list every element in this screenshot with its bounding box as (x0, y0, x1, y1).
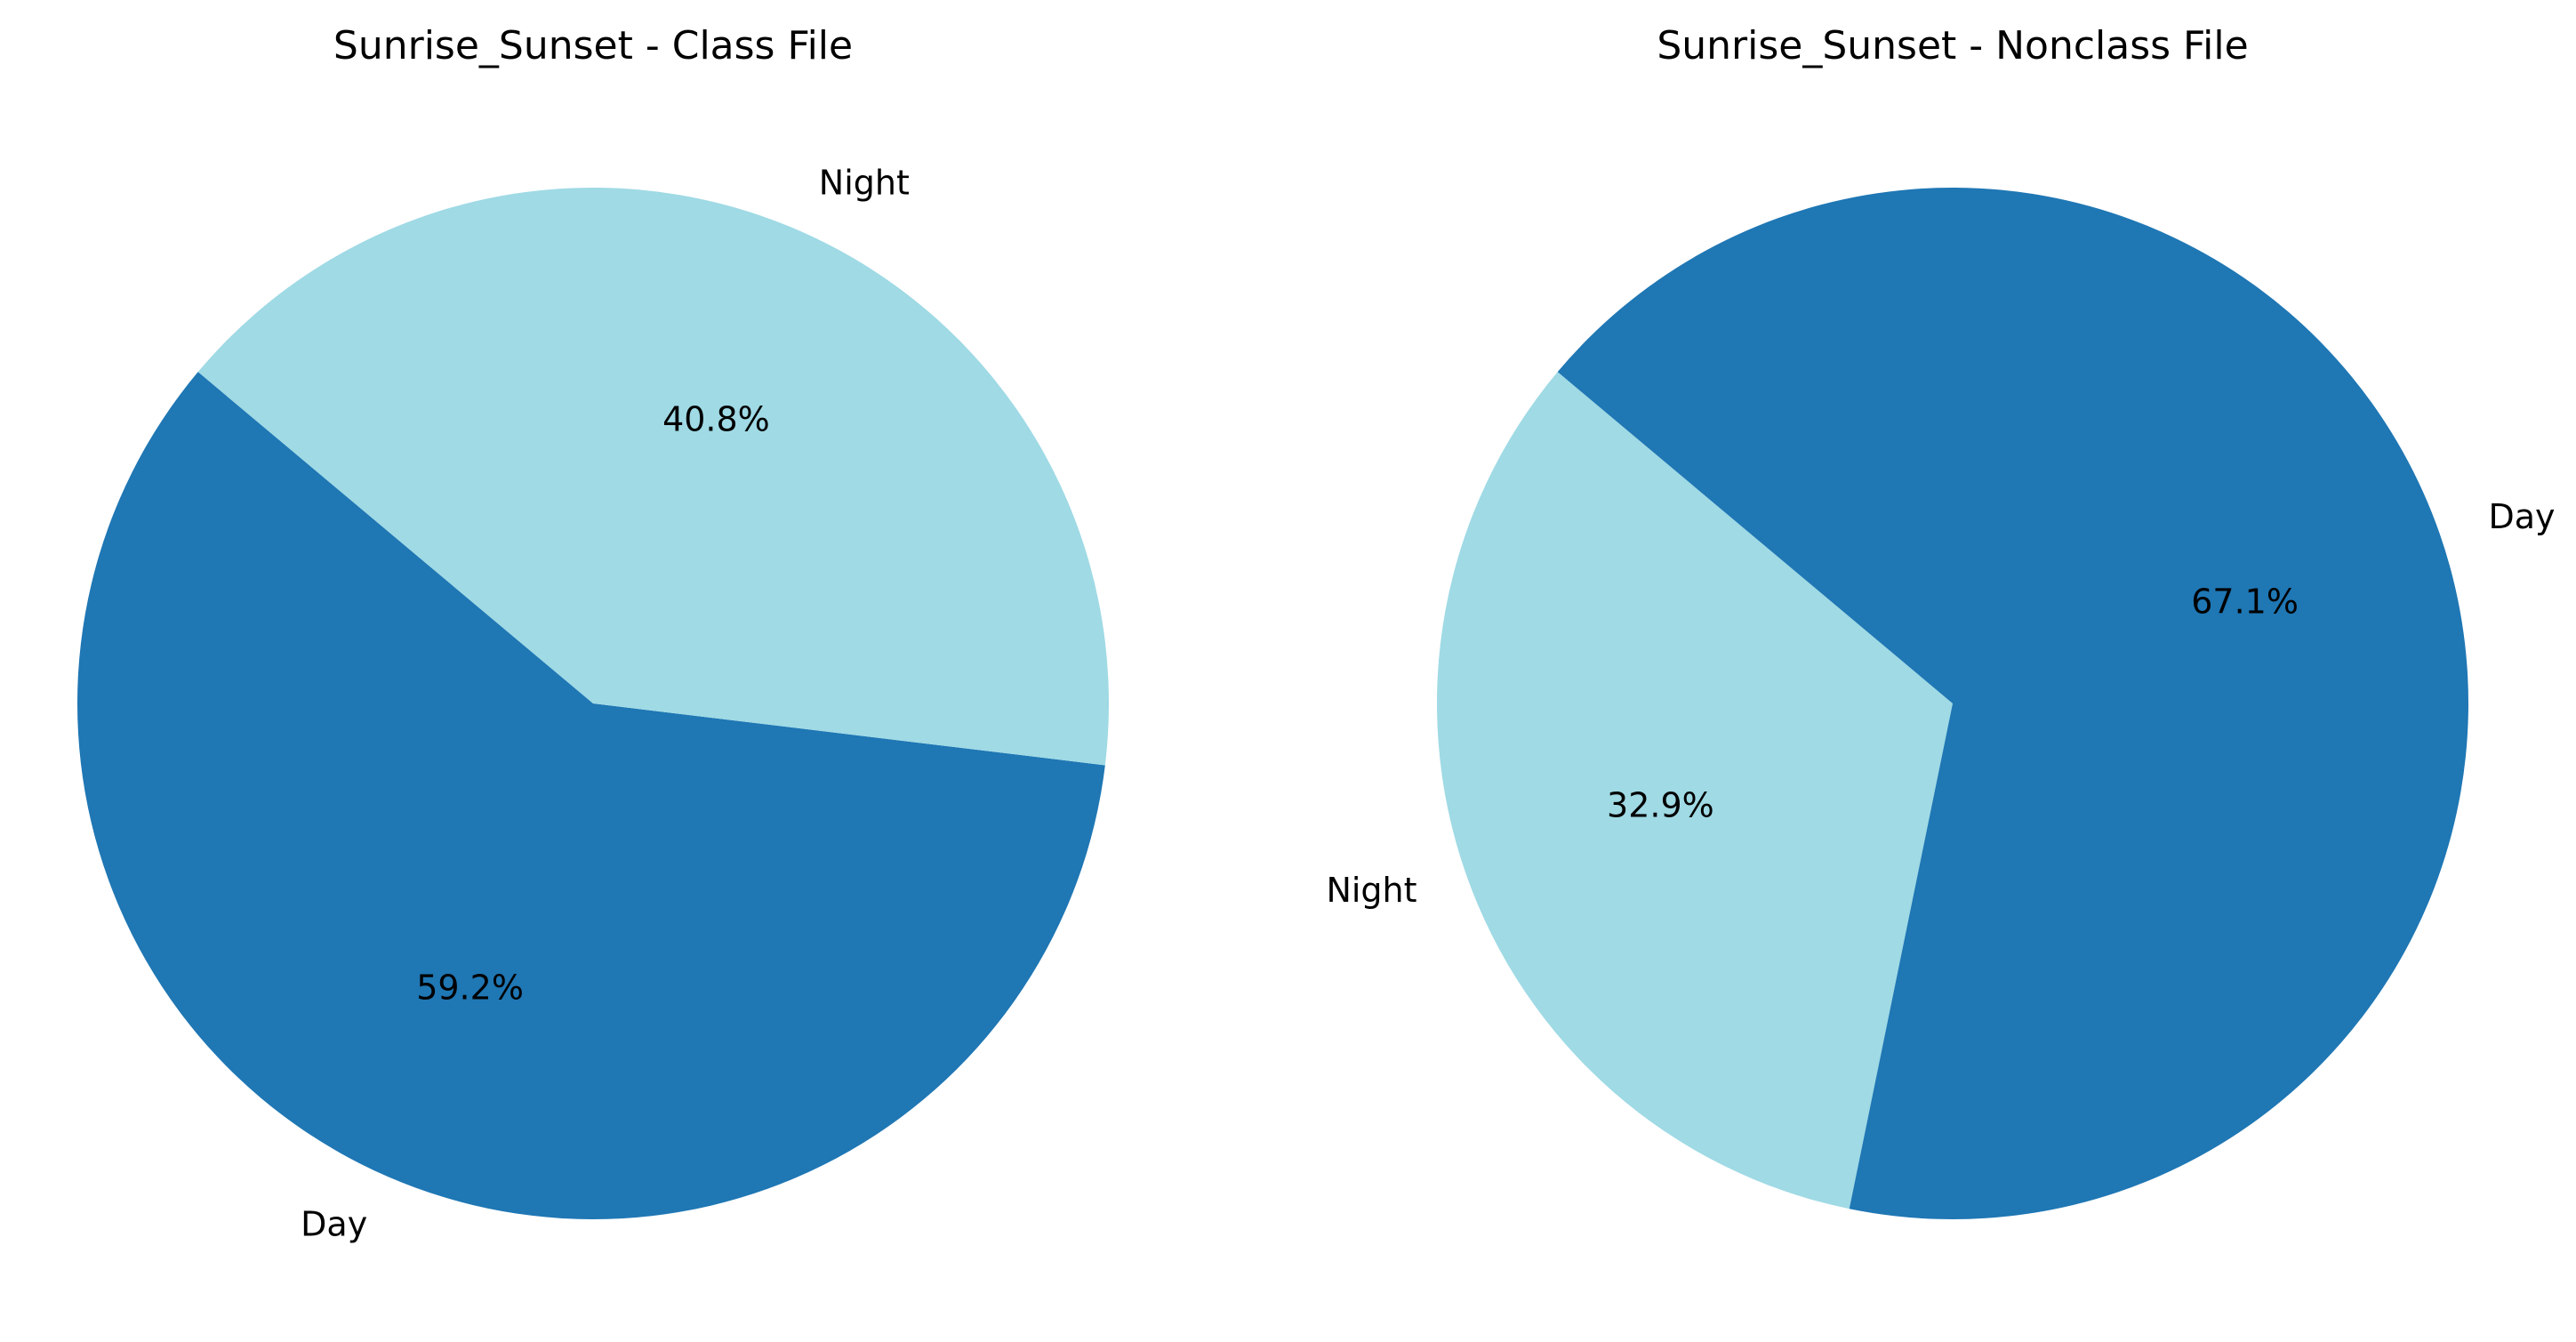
class-file-chart-title: Sunrise_Sunset - Class File (333, 23, 853, 68)
nonclass-file-slice-night (1436, 372, 1953, 1209)
class-file-label-night: Night (819, 164, 910, 203)
nonclass-file-chart-title: Sunrise_Sunset - Nonclass File (1657, 23, 2248, 68)
nonclass-file-pct-label-day: 67.1% (2191, 582, 2299, 621)
nonclass-file-pct-label-night: 32.9% (1607, 786, 1714, 825)
nonclass-file-slice-day (1557, 187, 2468, 1219)
class-file-pct-label-night: 40.8% (662, 400, 770, 439)
class-file-label-day: Day (301, 1204, 367, 1243)
nonclass-file-pie-slices (1436, 187, 2468, 1219)
class-file-pct-label-day: 59.2% (416, 968, 524, 1007)
class-file-pie-slices (76, 187, 1109, 1219)
nonclass-file-pie-chart: Sunrise_Sunset - Nonclass File Night 32.9… (1326, 23, 2555, 1219)
nonclass-file-label-night: Night (1326, 871, 1416, 910)
nonclass-file-label-day: Day (2488, 497, 2555, 536)
class-file-slice-day (76, 372, 1105, 1219)
nonclass-file-pie-labels: Night 32.9% Day 67.1% (1326, 497, 2555, 910)
class-file-pie-chart: Sunrise_Sunset - Class File Day 59.2% Nigh… (76, 23, 1109, 1244)
class-file-slice-night (197, 187, 1109, 766)
class-file-pie-labels: Day 59.2% Night 40.8% (301, 164, 910, 1244)
